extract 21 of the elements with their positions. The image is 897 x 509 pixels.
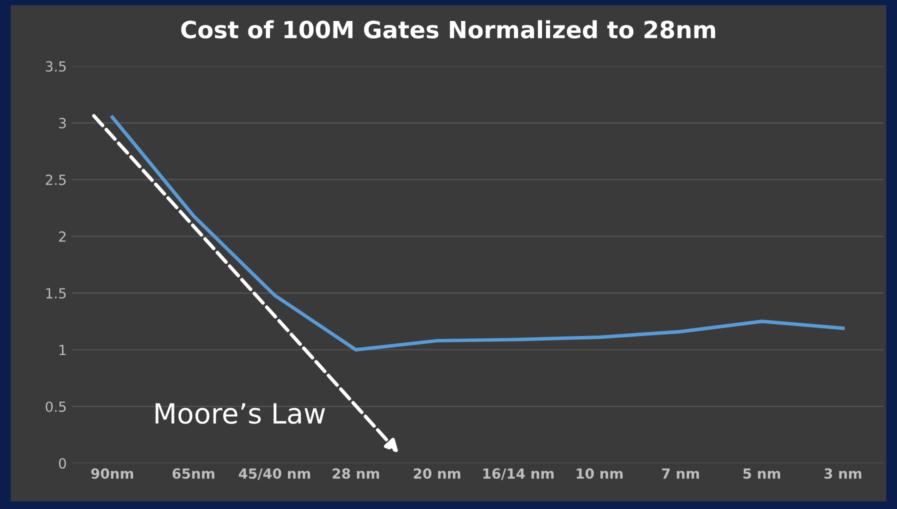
x-tick-label: 7 nm — [662, 468, 699, 479]
x-tick-label: 65nm — [172, 468, 214, 479]
x-tick-label: 45/40 nm — [238, 468, 310, 480]
annotation: Moore’s Law — [156, 403, 325, 424]
y-tick-label: 3.5 — [46, 61, 66, 72]
y-tick-label: 3 — [59, 118, 66, 128]
x-tick-label: 20 nm — [414, 468, 460, 479]
x-tick-label: 90nm — [91, 468, 134, 479]
x-tick-label: 28 nm — [332, 468, 380, 479]
y-tick-label: 1.5 — [46, 288, 66, 299]
x-tick-label: 16/14 nm — [483, 468, 554, 480]
y-tick-label: 2.5 — [46, 174, 66, 186]
chart-title: Cost of 100M Gates Normalized to 28nm — [181, 20, 716, 39]
y-tick-label: 1 — [60, 344, 66, 356]
y-tick-label: 2 — [59, 231, 66, 242]
line-series — [110, 115, 845, 352]
y-tick-label: 0 — [58, 458, 66, 469]
x-tick-label: 5 nm — [743, 468, 780, 479]
y-tick-label: 0.5 — [46, 401, 66, 412]
x-tick-label: 10 nm — [576, 468, 623, 479]
x-tick-label: 3 nm — [824, 468, 862, 479]
